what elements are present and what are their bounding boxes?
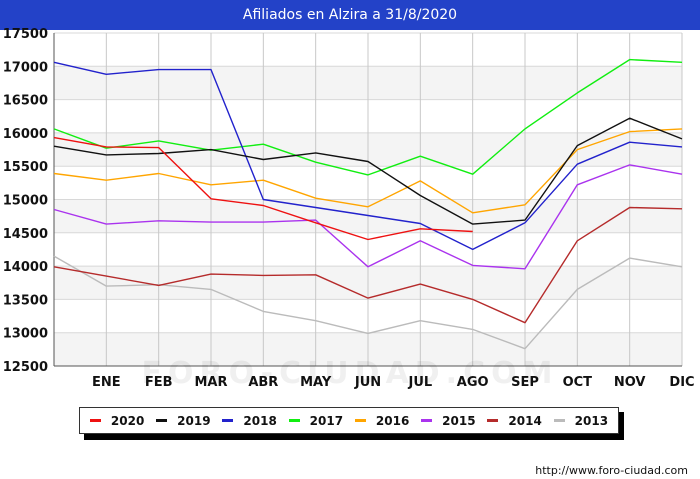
x-tick-label: DIC [669,375,694,390]
legend-item-2019: 2019 [156,413,211,428]
legend-swatch [222,419,234,422]
x-tick-label: NOV [614,375,646,390]
legend-label: 2015 [442,413,476,428]
chart-title: Afiliados en Alzira a 31/8/2020 [242,7,458,23]
y-tick-label: 12500 [3,360,48,375]
legend-label: 2013 [574,413,609,428]
legend-swatch [421,419,433,422]
legend-swatch [288,419,300,422]
y-tick-label: 16000 [3,127,48,142]
x-tick-label: SEP [511,375,539,390]
legend-item-2015: 2015 [421,413,476,428]
x-tick-label: ABR [248,375,278,390]
y-tick-label: 14500 [3,227,48,242]
series-line-2018 [53,61,683,251]
series-line-2016 [53,128,683,214]
y-tick-label: 16500 [3,94,48,109]
y-tick-label: 13000 [3,327,48,342]
legend: 2020 2019 2018 2017 2016 2015 2014 2013 [79,407,619,434]
legend-item-2014: 2014 [487,413,542,428]
x-tick-label: FEB [145,375,173,390]
legend-item-2017: 2017 [288,413,344,428]
legend-item-2018: 2018 [222,413,277,428]
watermark: FORO-CIUDAD.COM [141,356,559,391]
legend-swatch [487,419,499,422]
x-tick-label: JUN [354,375,381,390]
legend-label: 2017 [309,413,344,428]
legend-swatch [89,419,101,422]
x-tick-label: ENE [92,375,121,390]
legend-swatch [156,419,168,422]
x-tick-label: OCT [563,375,593,390]
y-tick-label: 13500 [3,293,48,308]
series-line-2014 [53,206,683,324]
legend-label: 2018 [243,413,277,428]
legend-label: 2019 [177,413,211,428]
y-tick-label: 17500 [3,27,48,42]
legend-label: 2020 [110,413,145,428]
series-line-2020 [53,136,473,241]
legend-swatch [354,419,366,422]
y-tick-label: 15000 [3,194,48,209]
y-tick-label: 15500 [3,160,48,175]
footer-url: http://www.foro-ciudad.com [535,464,688,477]
legend-item-2013: 2013 [553,413,609,428]
x-tick-label: MAR [194,375,227,390]
x-tick-label: MAY [300,375,332,390]
legend-item-2016: 2016 [354,413,410,428]
legend-label: 2014 [508,413,542,428]
y-tick-label: 14000 [3,260,48,275]
legend-label: 2016 [375,413,410,428]
y-tick-label: 17000 [3,60,48,75]
title-bar [0,0,700,30]
legend-item-2020: 2020 [89,413,145,428]
series-line-2017 [53,58,683,176]
series-line-2019 [53,117,683,225]
legend-swatch [553,419,565,422]
series-line-2015 [53,164,683,270]
x-tick-label: JUL [407,375,432,390]
x-tick-label: AGO [457,375,489,390]
